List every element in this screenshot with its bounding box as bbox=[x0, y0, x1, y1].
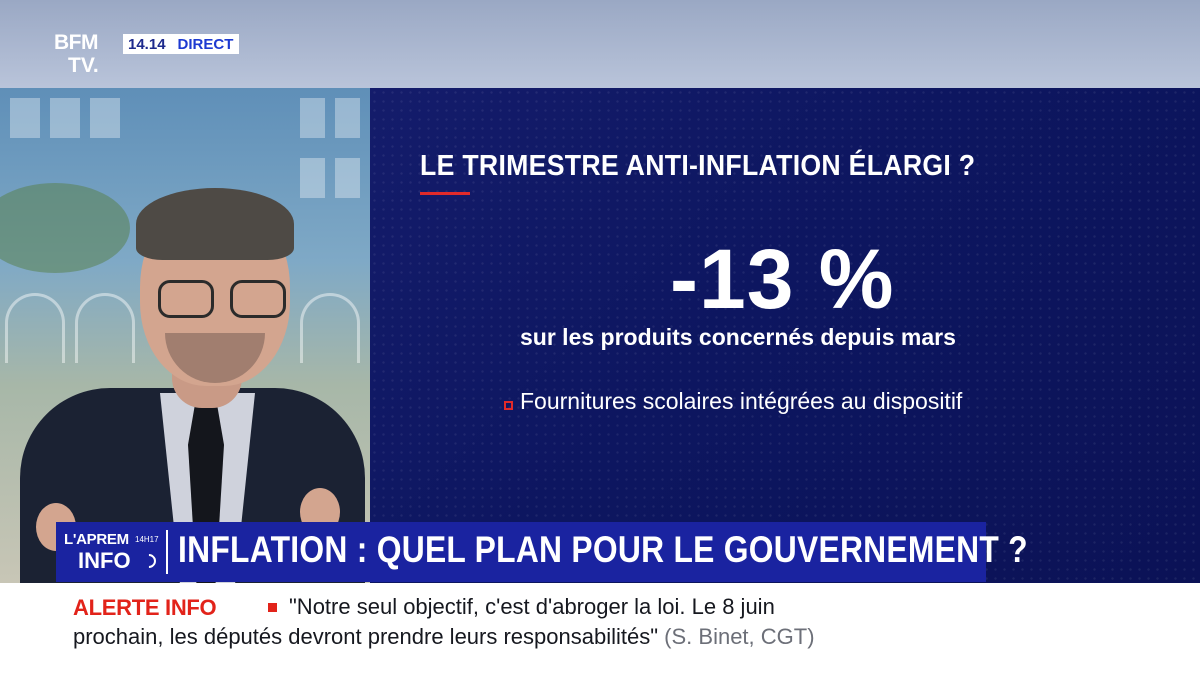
news-ticker bbox=[0, 583, 1200, 675]
headline-title: INFLATION : QUEL PLAN POUR LE GOUVERNEME… bbox=[178, 529, 1028, 570]
graphic-title: LE TRIMESTRE ANTI-INFLATION ÉLARGI ? bbox=[420, 150, 976, 182]
bullet-text: Fournitures scolaires intégrées au dispo… bbox=[520, 388, 963, 414]
ticker-line-2: prochain, les députés devront prendre le… bbox=[73, 624, 815, 650]
logo-bottom: TV. bbox=[68, 54, 99, 77]
alert-square-icon bbox=[268, 603, 277, 612]
key-figure-caption: sur les produits concernés depuis mars bbox=[520, 324, 956, 350]
ticker-line-2-text: prochain, les députés devront prendre le… bbox=[73, 624, 659, 649]
live-time-badge: 14.14 DIRECT bbox=[123, 34, 240, 54]
ticker-source: (S. Binet, CGT) bbox=[664, 624, 815, 649]
show-logo: L'APREM 14H17 INFO bbox=[60, 527, 164, 577]
show-hours: 14H17 bbox=[135, 535, 159, 544]
live-label: DIRECT bbox=[177, 35, 234, 53]
band-separator bbox=[166, 530, 168, 574]
channel-logo: BFM TV. bbox=[54, 32, 118, 86]
alert-label: ALERTE INFO bbox=[73, 595, 217, 620]
ticker-line-1: "Notre seul objectif, c'est d'abroger la… bbox=[289, 594, 775, 619]
logo-top: BFM bbox=[54, 31, 99, 54]
infographic-panel: LE TRIMESTRE ANTI-INFLATION ÉLARGI ? -13… bbox=[370, 88, 1200, 583]
show-name-line2: INFO bbox=[78, 548, 131, 573]
bullet-square-icon bbox=[504, 401, 513, 410]
clock-time: 14.14 bbox=[128, 35, 166, 53]
presenter bbox=[0, 88, 370, 593]
broadcast-wave-icon bbox=[139, 551, 159, 571]
headline-band bbox=[56, 522, 986, 582]
key-figure: -13 % bbox=[670, 232, 895, 326]
show-name-line1: L'APREM bbox=[64, 531, 129, 548]
title-underline bbox=[420, 192, 470, 195]
